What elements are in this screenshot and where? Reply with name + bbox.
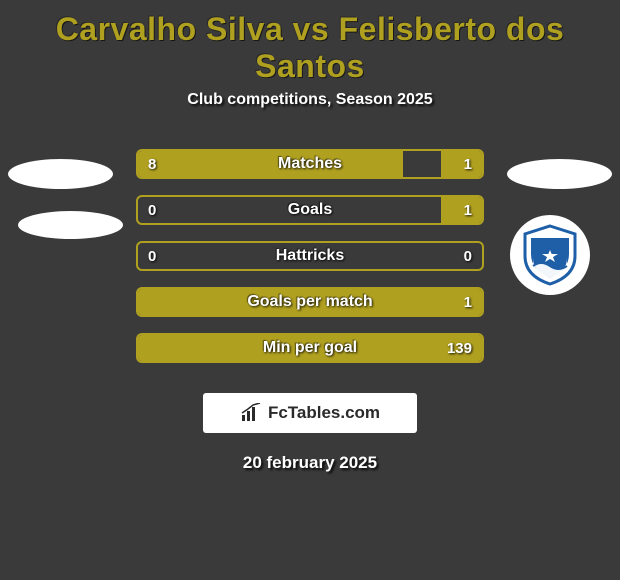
stat-bar-left	[138, 151, 403, 177]
footer-date: 20 february 2025	[0, 445, 620, 473]
right-player-avatar	[507, 159, 612, 189]
crest-icon: AVAÍ F.C.	[521, 224, 579, 286]
stats-section: AVAÍ F.C. 8 Matches 1	[0, 133, 620, 393]
stat-row-goals: 0 Goals 1	[136, 195, 484, 225]
comparison-card: Carvalho Silva vs Felisberto dos Santos …	[0, 0, 620, 473]
left-player-avatar-1	[8, 159, 113, 189]
stat-row-goals-per-match: Goals per match 1	[136, 287, 484, 317]
stat-row-matches: 8 Matches 1	[136, 149, 484, 179]
chart-icon	[240, 403, 264, 423]
stat-bar-right	[441, 151, 482, 177]
stat-row-hattricks: 0 Hattricks 0	[136, 241, 484, 271]
source-logo-text: FcTables.com	[268, 403, 380, 423]
stat-bars: 8 Matches 1 0 Goals 1 0 Hattricks 0	[136, 149, 484, 379]
stat-row-min-per-goal: Min per goal 139	[136, 333, 484, 363]
stat-bar-right	[138, 335, 482, 361]
right-club-crest: AVAÍ F.C.	[510, 215, 590, 295]
subtitle: Club competitions, Season 2025	[0, 89, 620, 133]
source-logo: FcTables.com	[203, 393, 417, 433]
stat-bar-right	[138, 289, 482, 315]
left-player-avatar-2	[18, 211, 123, 239]
page-title: Carvalho Silva vs Felisberto dos Santos	[0, 5, 620, 89]
svg-text:AVAÍ F.C.: AVAÍ F.C.	[533, 242, 567, 251]
stat-bar-right	[441, 197, 482, 223]
